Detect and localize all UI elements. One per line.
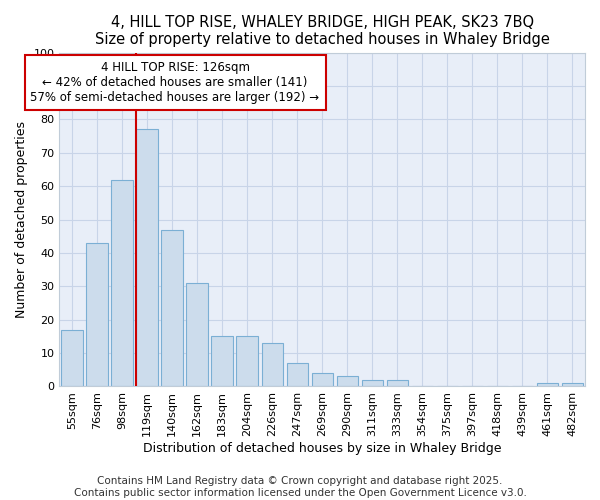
Title: 4, HILL TOP RISE, WHALEY BRIDGE, HIGH PEAK, SK23 7BQ
Size of property relative t: 4, HILL TOP RISE, WHALEY BRIDGE, HIGH PE… — [95, 15, 550, 48]
X-axis label: Distribution of detached houses by size in Whaley Bridge: Distribution of detached houses by size … — [143, 442, 502, 455]
Bar — [337, 376, 358, 386]
Bar — [386, 380, 408, 386]
Bar — [86, 243, 107, 386]
Bar — [211, 336, 233, 386]
Bar — [262, 343, 283, 386]
Bar — [537, 383, 558, 386]
Bar — [562, 383, 583, 386]
Text: 4 HILL TOP RISE: 126sqm
← 42% of detached houses are smaller (141)
57% of semi-d: 4 HILL TOP RISE: 126sqm ← 42% of detache… — [31, 61, 320, 104]
Text: Contains HM Land Registry data © Crown copyright and database right 2025.
Contai: Contains HM Land Registry data © Crown c… — [74, 476, 526, 498]
Bar — [112, 180, 133, 386]
Bar — [161, 230, 182, 386]
Bar — [236, 336, 258, 386]
Y-axis label: Number of detached properties: Number of detached properties — [15, 121, 28, 318]
Bar — [136, 130, 158, 386]
Bar — [311, 373, 333, 386]
Bar — [187, 283, 208, 387]
Bar — [287, 363, 308, 386]
Bar — [362, 380, 383, 386]
Bar — [61, 330, 83, 386]
